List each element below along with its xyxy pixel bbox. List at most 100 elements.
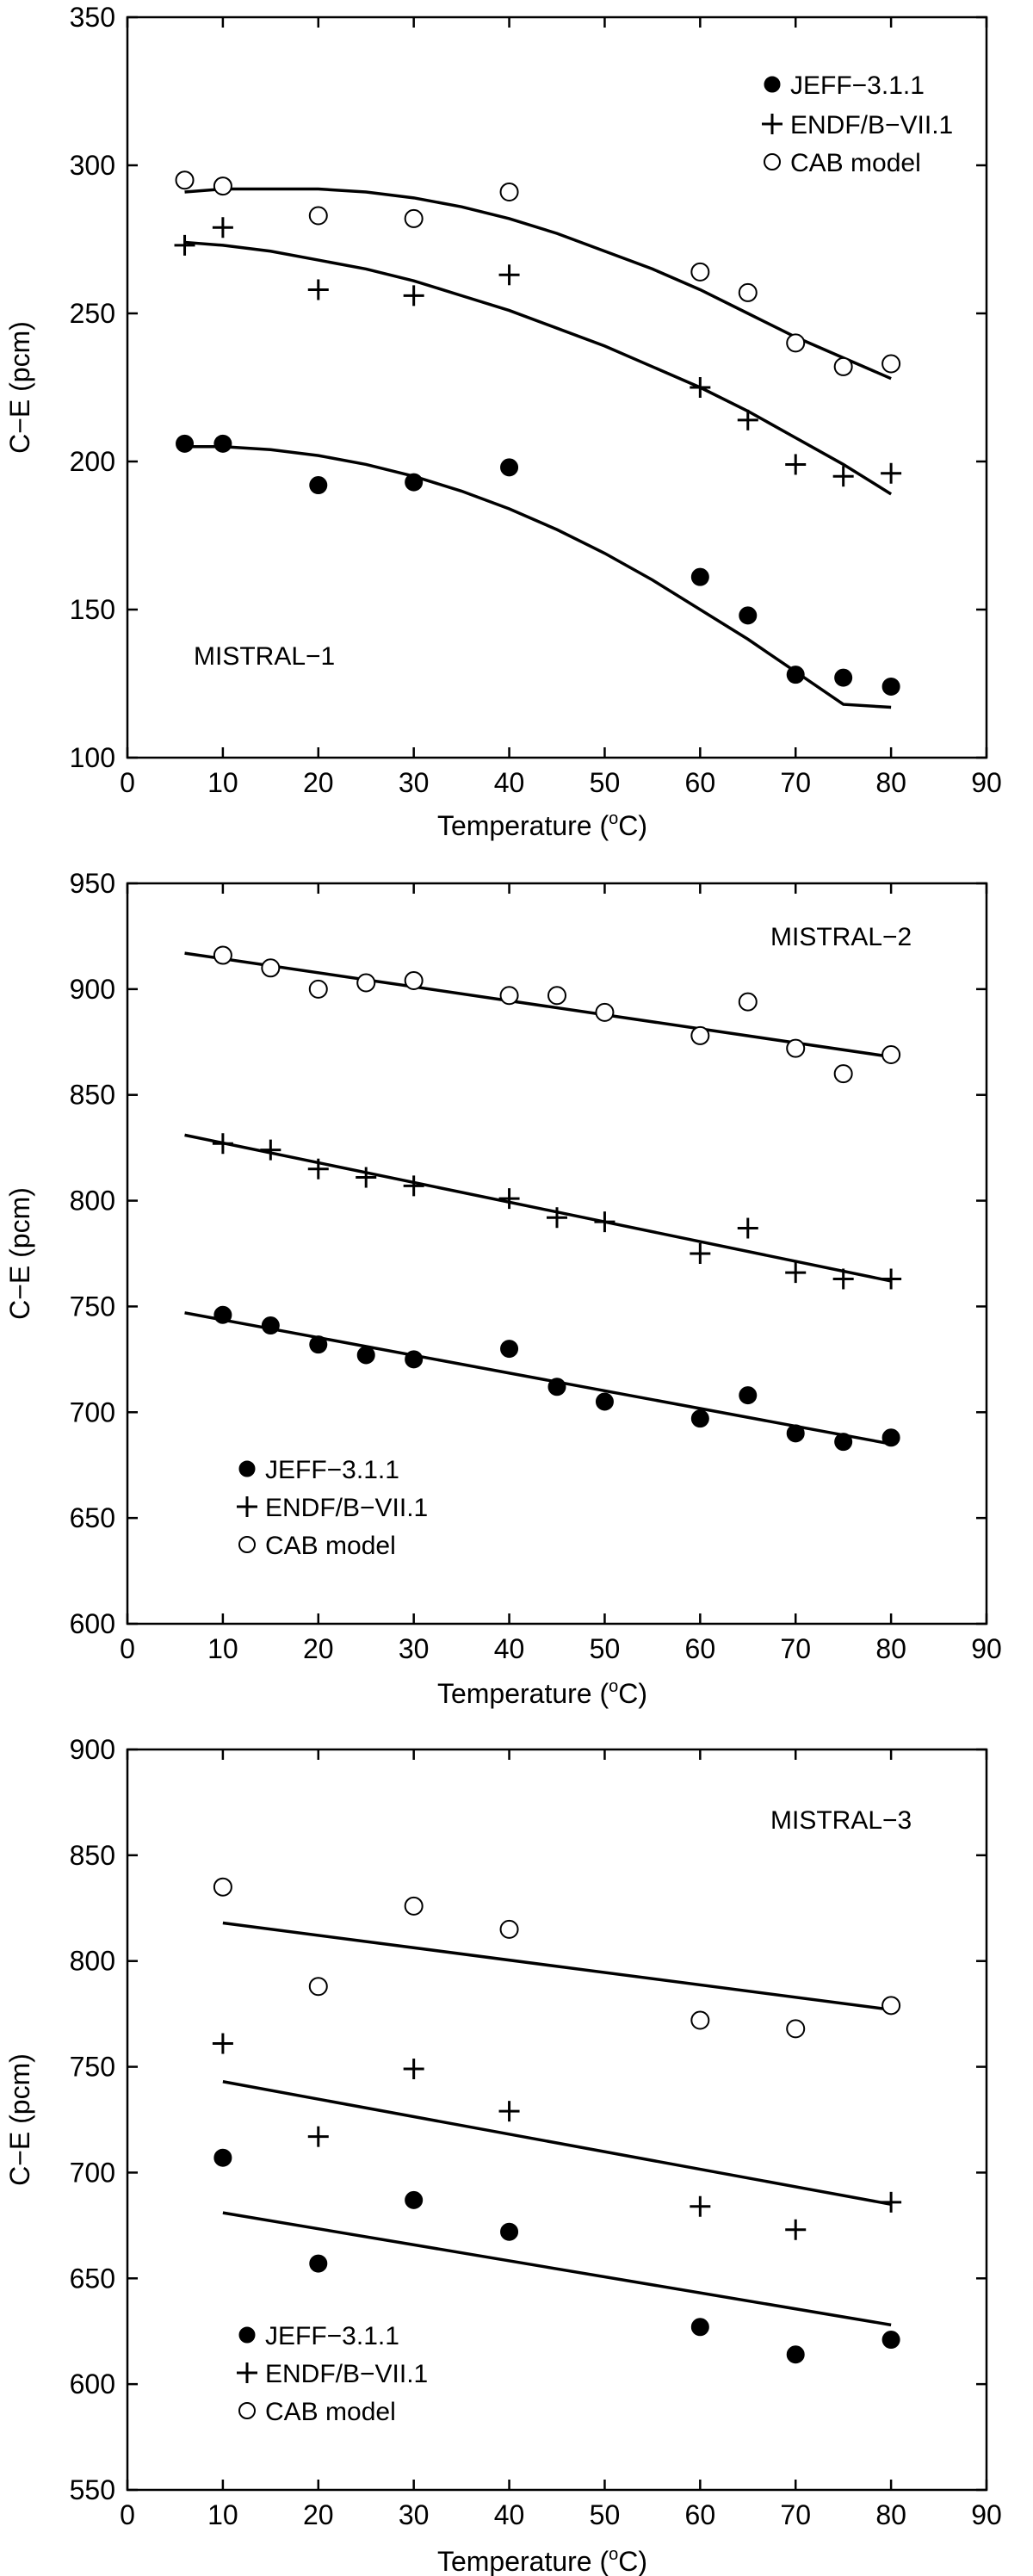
fit-line-cab [184,187,892,381]
data-point-cab [308,979,328,999]
data-point-endf [594,1211,615,1233]
data-point-cab [308,206,328,226]
x-tick-label: 0 [120,2499,135,2530]
x-tick-label: 90 [971,1633,1002,1664]
data-point-jeff [595,1392,614,1411]
data-point-jeff [213,1305,232,1324]
data-point-endf [881,2191,902,2213]
y-tick-label: 600 [70,2369,115,2400]
data-point-endf [832,466,854,487]
legend-label-jeff: JEFF−3.1.1 [790,71,925,100]
y-tick-label: 700 [70,2157,115,2188]
x-tick-label: 10 [207,767,238,798]
data-point-endf [403,285,424,307]
data-point-jeff [500,458,519,477]
x-axis-label-unit: C) [618,810,647,841]
data-point-jeff [834,668,853,687]
x-axis-label: Temperature (oC) [437,2545,647,2576]
data-point-cab [213,945,232,965]
y-tick-label: 350 [70,2,115,33]
data-point-jeff [739,606,758,625]
legend: JEFF−3.1.1 ENDF/B−VII.1 CAB model [237,2322,428,2426]
y-tick-label: 750 [70,2052,115,2083]
data-point-cab [690,262,710,282]
x-tick-label: 60 [685,1633,716,1664]
data-point-endf [307,1158,329,1180]
data-point-cab [404,1896,424,1916]
data-point-jeff [405,2190,424,2209]
y-axis-label: C−E (pcm) [4,1187,35,1320]
data-point-endf [785,454,807,475]
data-point-cab [261,958,281,978]
x-axis-label-degree: o [609,809,618,828]
x-axis-label-degree: o [609,1677,618,1696]
data-point-cab [738,992,758,1012]
x-tick-label: 50 [590,2499,621,2530]
x-tick-label: 50 [590,767,621,798]
y-tick-label: 250 [70,298,115,329]
plot-frame [126,15,988,759]
data-point-jeff [881,2331,900,2350]
y-tick-label: 650 [70,1502,115,1533]
legend-label-jeff: JEFF−3.1.1 [265,1456,399,1484]
data-point-cab [786,333,806,353]
fit-line-jeff [222,2211,892,2327]
data-point-jeff [690,2318,709,2337]
x-tick-label: 70 [780,767,811,798]
y-axis-label: C−E (pcm) [4,2053,35,2186]
data-point-jeff [356,1346,375,1365]
x-tick-label: 50 [590,1633,621,1664]
panel-annotation: MISTRAL−2 [770,923,912,951]
fit-line-jeff [184,1311,892,1446]
y-tick-label: 700 [70,1396,115,1427]
data-point-endf [403,2059,424,2080]
y-tick-label: 150 [70,594,115,625]
y-tick-label: 800 [70,1186,115,1217]
data-point-endf [212,1133,233,1155]
x-tick-label: 70 [780,1633,811,1664]
x-axis-label-unit: C) [618,1678,647,1709]
legend-marker-endf [237,2362,257,2383]
x-tick-label: 60 [685,767,716,798]
y-tick-label: 300 [70,150,115,181]
data-point-jeff [176,434,195,453]
x-tick-label: 90 [971,2499,1002,2530]
data-point-cab [547,986,566,1006]
x-tick-label: 70 [780,2499,811,2530]
data-point-endf [690,2195,711,2217]
data-point-jeff [309,2254,328,2273]
data-point-cab [690,2010,710,2030]
data-point-endf [881,462,902,484]
data-point-endf [356,1167,377,1188]
fit-line-jeff [184,445,892,709]
data-point-cab [404,208,424,228]
data-point-cab [690,1025,710,1045]
data-point-jeff [309,1335,328,1354]
data-point-jeff [405,1350,424,1369]
chart-panel-mistral-1: C−E (pcm) Temperature (oC) MISTRAL−1 JEF… [4,2,1002,841]
data-point-jeff [405,473,424,492]
data-point-cab [499,182,519,201]
data-point-cab [833,356,853,376]
panel-annotation: MISTRAL−1 [194,642,335,671]
data-point-endf [690,1243,711,1264]
legend-marker-cab [238,2402,256,2419]
x-tick-label: 20 [303,767,334,798]
legend-label-endf: ENDF/B−VII.1 [265,1494,428,1522]
x-tick-label: 80 [875,2499,906,2530]
x-axis-label-main: Temperature ( [437,810,609,841]
x-axis-label-unit: C) [618,2546,647,2576]
x-tick-label: 10 [207,1633,238,1664]
data-point-endf [307,279,329,300]
legend-label-jeff: JEFF−3.1.1 [265,2322,399,2350]
data-point-cab [881,354,901,374]
data-point-cab [308,1977,328,1997]
data-point-endf [547,1207,567,1229]
x-axis-label-main: Temperature ( [437,1678,609,1709]
legend-label-endf: ENDF/B−VII.1 [265,2360,428,2388]
data-point-endf [737,1217,758,1239]
data-point-cab [499,1919,519,1939]
x-tick-label: 30 [399,767,430,798]
data-point-cab [833,1064,853,1084]
